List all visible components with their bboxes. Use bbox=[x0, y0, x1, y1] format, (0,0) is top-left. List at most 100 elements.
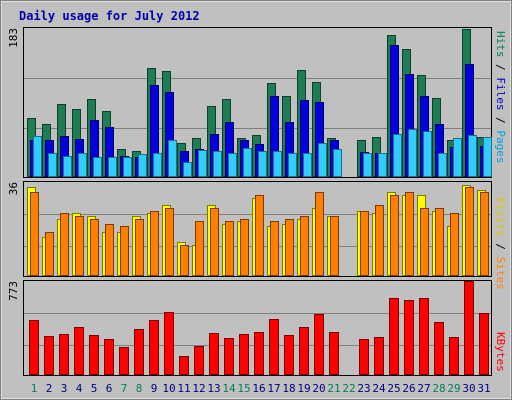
x-axis-day-label: 4 bbox=[76, 382, 83, 395]
hits-pages-bar bbox=[378, 153, 387, 177]
visits-sites-bar bbox=[195, 221, 204, 276]
hits-pages-bar bbox=[243, 148, 252, 177]
x-axis-day-label: 18 bbox=[282, 382, 295, 395]
x-axis-day-label: 15 bbox=[237, 382, 250, 395]
visits-sites-bar bbox=[360, 211, 369, 276]
x-axis-day-label: 29 bbox=[447, 382, 460, 395]
kbytes-kbytes-bar bbox=[74, 327, 84, 375]
visits-sites-bar bbox=[120, 226, 129, 276]
visits-sites-bar bbox=[300, 216, 309, 276]
hits-pages-bar bbox=[453, 138, 462, 177]
kbytes-kbytes-bar bbox=[104, 339, 114, 375]
visits-sites-bar bbox=[225, 221, 234, 276]
hits-pages-bar bbox=[333, 149, 342, 177]
visits-sites-bar bbox=[45, 232, 54, 276]
kbytes-kbytes-bar bbox=[464, 281, 474, 375]
legend-kbytes: KBytes bbox=[494, 332, 507, 372]
visits-sites-bar bbox=[75, 216, 84, 276]
hits-pages-bar bbox=[288, 153, 297, 177]
x-axis-day-label: 14 bbox=[222, 382, 236, 395]
x-axis-day-label: 7 bbox=[121, 382, 128, 395]
visits-sites-bar bbox=[105, 224, 114, 276]
hits-pages-bar bbox=[393, 134, 402, 177]
kbytes-kbytes-bar bbox=[329, 332, 339, 375]
hits-pages-bar bbox=[108, 157, 117, 177]
kbytes-kbytes-bar bbox=[44, 336, 54, 375]
visits-sites-bar bbox=[435, 208, 444, 276]
x-axis-day-label: 25 bbox=[387, 382, 400, 395]
kbytes-kbytes-bar bbox=[254, 332, 264, 375]
kbytes-kbytes-bar bbox=[224, 338, 234, 375]
hits-pages-bar bbox=[78, 153, 87, 177]
visits-sites-bar bbox=[420, 208, 429, 276]
legend-separator: / bbox=[494, 237, 507, 257]
legend-separator: / bbox=[494, 111, 507, 131]
kbytes-kbytes-bar bbox=[374, 337, 384, 375]
legend-hits: Hits bbox=[494, 31, 507, 58]
x-axis-day-label: 3 bbox=[61, 382, 68, 395]
x-axis-day-label: 22 bbox=[342, 382, 355, 395]
x-axis-day-label: 30 bbox=[462, 382, 475, 395]
hits-pages-bar bbox=[483, 137, 492, 177]
hits-pages-bar bbox=[273, 151, 282, 177]
kbytes-legend: KBytes bbox=[494, 332, 507, 372]
hits-pages-bar bbox=[183, 162, 192, 177]
visits-sites-bar bbox=[255, 195, 264, 276]
hits-pages-bar bbox=[228, 153, 237, 177]
kbytes-kbytes-bar bbox=[434, 322, 444, 375]
legend-visits: Visits bbox=[494, 197, 507, 237]
x-axis-day-label: 28 bbox=[432, 382, 445, 395]
visits-sites-bar bbox=[210, 208, 219, 276]
visits-sites-bar bbox=[270, 221, 279, 276]
x-axis-day-label: 31 bbox=[477, 382, 490, 395]
chart-title: Daily usage for July 2012 bbox=[19, 9, 200, 23]
kbytes-kbytes-bar bbox=[284, 335, 294, 375]
x-axis-day-label: 23 bbox=[357, 382, 370, 395]
hits-pages-bar bbox=[138, 154, 147, 177]
kbytes-kbytes-bar bbox=[134, 329, 144, 375]
visits-legend: Visits / Sites bbox=[494, 197, 507, 290]
kbytes-kbytes-bar bbox=[179, 356, 189, 375]
hits-pages-bar bbox=[63, 156, 72, 177]
x-axis-day-label: 13 bbox=[207, 382, 220, 395]
x-axis-day-label: 8 bbox=[136, 382, 143, 395]
visits-sites-bar bbox=[315, 192, 324, 276]
kbytes-y-max-label: 773 bbox=[7, 281, 20, 301]
visits-sites-bar bbox=[180, 245, 189, 276]
visits-sites-bar bbox=[285, 219, 294, 276]
visits-sites-bar bbox=[240, 219, 249, 276]
visits-sites-bar bbox=[90, 219, 99, 276]
x-axis-day-label: 10 bbox=[162, 382, 175, 395]
x-axis-day-label: 16 bbox=[252, 382, 265, 395]
visits-sites-bar bbox=[60, 213, 69, 276]
kbytes-kbytes-bar bbox=[389, 298, 399, 375]
kbytes-kbytes-bar bbox=[209, 333, 219, 375]
x-axis-day-labels: 1 2 3 4 5 6 7 8 9 10 11 12 13 14 15 16 17 18 19 20 21 22 23 24 2… bbox=[31, 382, 491, 395]
visits-sites-bar bbox=[135, 219, 144, 276]
hits-pages-bar bbox=[33, 136, 42, 177]
x-axis-day-label: 1 bbox=[31, 382, 38, 395]
kbytes-kbytes-bar bbox=[404, 300, 414, 375]
kbytes-kbytes-bar bbox=[419, 298, 429, 375]
visits-sites-bar bbox=[330, 216, 339, 276]
visits-sites-bar bbox=[150, 211, 159, 276]
hits-pages-bar bbox=[303, 153, 312, 177]
kbytes-kbytes-bar bbox=[299, 327, 309, 375]
hits-pages-bar bbox=[438, 153, 447, 177]
x-axis-day-label: 19 bbox=[297, 382, 310, 395]
x-axis-day-label: 24 bbox=[372, 382, 386, 395]
visits-sites-bar bbox=[405, 192, 414, 276]
x-axis-day-label: 20 bbox=[312, 382, 325, 395]
visits-sites-bar bbox=[450, 213, 459, 276]
kbytes-kbytes-bar bbox=[89, 335, 99, 375]
x-axis-day-label: 17 bbox=[267, 382, 280, 395]
visits-sites-bar bbox=[390, 195, 399, 276]
kbytes-kbytes-bar bbox=[314, 314, 324, 375]
kbytes-kbytes-bar bbox=[29, 320, 39, 375]
visits-sites-bar bbox=[465, 187, 474, 276]
hits-pages-bar bbox=[258, 151, 267, 177]
hits-pages-bar bbox=[93, 157, 102, 177]
kbytes-kbytes-bar bbox=[149, 320, 159, 375]
